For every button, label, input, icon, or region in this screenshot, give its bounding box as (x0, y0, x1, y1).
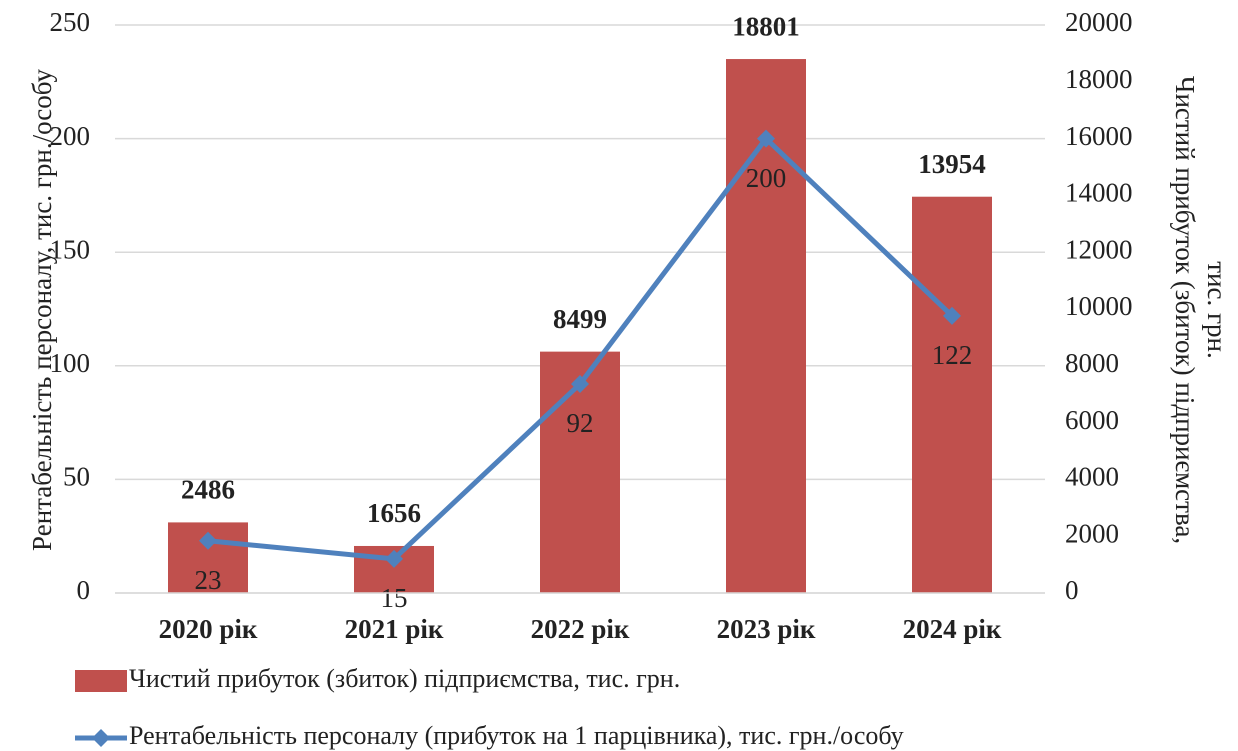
line-marker (757, 129, 775, 148)
y2-tick-label: 8000 (1065, 348, 1119, 378)
legend-label: Чистий прибуток (збиток) підприємства, т… (129, 664, 680, 693)
y2-tick-label: 20000 (1065, 7, 1133, 37)
x-tick-label: 2022 рік (531, 614, 630, 644)
bar-value-label: 1656 (367, 498, 421, 528)
bar-value-label: 8499 (553, 304, 607, 334)
line-value-label: 15 (381, 583, 408, 613)
line-marker (571, 374, 589, 393)
x-tick-label: 2021 рік (345, 614, 444, 644)
y2-tick-label: 0 (1065, 575, 1079, 605)
line-value-label: 92 (567, 408, 594, 438)
y2-tick-label: 14000 (1065, 178, 1133, 208)
y-axis-label: Рентабельність персоналу, тис. грн./особ… (27, 69, 57, 551)
y-tick-label: 200 (50, 121, 91, 151)
x-tick-label: 2020 рік (159, 614, 258, 644)
bar-value-label: 2486 (181, 475, 235, 505)
x-tick-label: 2024 рік (903, 614, 1002, 644)
y2-tick-label: 2000 (1065, 518, 1119, 548)
line-value-label: 122 (932, 340, 973, 370)
bar (912, 196, 992, 593)
line-marker (943, 306, 961, 325)
legend-label: Рентабельність персоналу (прибуток на 1 … (129, 721, 904, 750)
bar-value-label: 18801 (732, 11, 800, 41)
y-tick-label: 100 (50, 348, 91, 378)
y-tick-label: 0 (77, 575, 91, 605)
line-marker (385, 549, 403, 568)
legend-swatch (75, 670, 127, 692)
y-tick-label: 250 (50, 7, 91, 37)
y2-tick-label: 4000 (1065, 462, 1119, 492)
y2-axis-label: Чистий прибуток (збиток) підприємства, (1170, 76, 1200, 544)
y2-axis-label: тис. грн. (1202, 261, 1232, 359)
legend-swatch (92, 729, 110, 747)
line-marker (199, 531, 217, 550)
bar-value-label: 13954 (918, 149, 986, 179)
line-value-label: 23 (195, 565, 222, 595)
y2-tick-label: 12000 (1065, 234, 1133, 264)
y2-tick-label: 6000 (1065, 405, 1119, 435)
x-tick-label: 2023 рік (717, 614, 816, 644)
y2-tick-label: 10000 (1065, 291, 1133, 321)
bar (726, 59, 806, 594)
y-tick-label: 150 (50, 234, 91, 264)
line-value-label: 200 (746, 163, 787, 193)
y2-tick-label: 16000 (1065, 121, 1133, 151)
y-tick-label: 50 (63, 462, 90, 492)
y2-tick-label: 18000 (1065, 64, 1133, 94)
